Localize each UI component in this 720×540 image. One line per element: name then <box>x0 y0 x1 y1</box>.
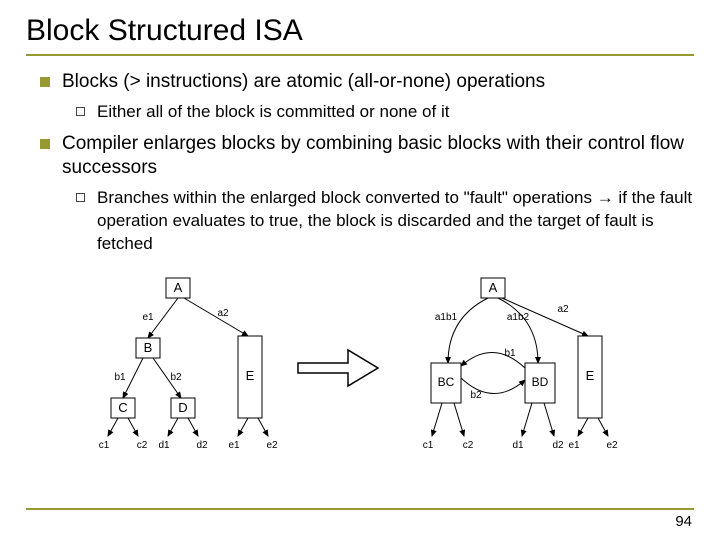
node-label: A <box>489 280 498 295</box>
edge-label: b2 <box>170 372 182 383</box>
block-tree-diagram: A B E C D e1 a2 b1 b2 c1 c2 d1 d2 e1 <box>88 268 648 458</box>
node-label: B <box>144 340 153 355</box>
hollow-square-bullet-icon <box>76 193 85 202</box>
transform-arrow-icon <box>298 350 378 386</box>
sub-bullet-item: Branches within the enlarged block conve… <box>76 187 696 256</box>
leaf-label: d2 <box>196 440 208 451</box>
edge-label: b1 <box>504 348 516 359</box>
leaf-label: c2 <box>137 440 148 451</box>
leaf-label: e2 <box>606 440 618 451</box>
node-label: BC <box>438 375 455 389</box>
leaf-label: d1 <box>512 440 524 451</box>
footer-divider <box>26 508 694 510</box>
hollow-square-bullet-icon <box>76 107 85 116</box>
page-number: 94 <box>675 513 692 530</box>
edge-label: b1 <box>114 372 126 383</box>
sub-bullet-item: Either all of the block is committed or … <box>76 101 696 124</box>
node-label: C <box>118 400 127 415</box>
bullet-item: Compiler enlarges blocks by combining ba… <box>40 132 696 181</box>
edge-label: e1 <box>142 312 154 323</box>
slide-title: Block Structured ISA <box>0 0 720 54</box>
leaf-label: c1 <box>99 440 110 451</box>
node-label: D <box>178 400 187 415</box>
edge-label: a1b1 <box>435 312 458 323</box>
sub-bullet-text: Either all of the block is committed or … <box>97 101 449 124</box>
node-label: E <box>246 368 255 383</box>
diagram-container: A B E C D e1 a2 b1 b2 c1 c2 d1 d2 e1 <box>88 268 648 458</box>
title-divider <box>26 54 694 56</box>
leaf-label: e1 <box>228 440 240 451</box>
leaf-label: d1 <box>158 440 170 451</box>
leaf-label: d2 <box>552 440 564 451</box>
leaf-label: c1 <box>423 440 434 451</box>
node-label: E <box>586 368 595 383</box>
leaf-label: e1 <box>568 440 580 451</box>
bullet-text: Blocks (> instructions) are atomic (all-… <box>62 70 545 95</box>
content-area: Blocks (> instructions) are atomic (all-… <box>0 70 720 458</box>
square-bullet-icon <box>40 139 50 149</box>
edge-label: a2 <box>217 308 229 319</box>
square-bullet-icon <box>40 77 50 87</box>
sub-bullet-text: Branches within the enlarged block conve… <box>97 187 696 256</box>
bullet-item: Blocks (> instructions) are atomic (all-… <box>40 70 696 95</box>
leaf-label: c2 <box>463 440 474 451</box>
node-label: A <box>174 280 183 295</box>
leaf-label: e2 <box>266 440 278 451</box>
edge-label: b2 <box>470 390 482 401</box>
edge-label: a2 <box>557 304 569 315</box>
right-tree: A BC BD E a1b1 a1b2 a2 b2 b1 c1 c2 d1 d2… <box>423 278 618 451</box>
edge-label: a1b2 <box>507 312 530 323</box>
bullet-text: Compiler enlarges blocks by combining ba… <box>62 132 696 181</box>
node-label: BD <box>532 375 549 389</box>
left-tree: A B E C D e1 a2 b1 b2 c1 c2 d1 d2 e1 <box>99 278 278 451</box>
